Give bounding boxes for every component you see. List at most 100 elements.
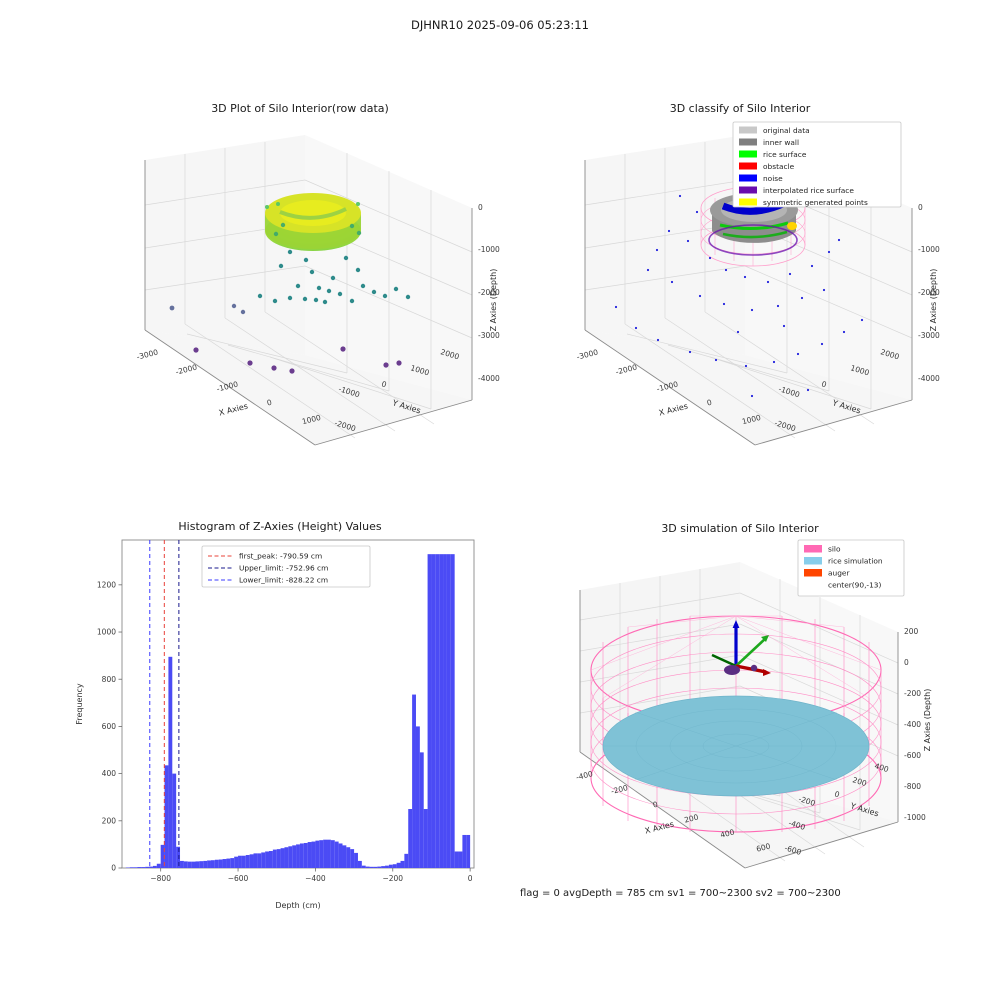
svg-text:-2000: -2000 [918,288,940,297]
svg-text:Lower_limit: -828.22 cm: Lower_limit: -828.22 cm [239,576,328,585]
histogram-bar [222,859,227,868]
svg-text:first_peak: -790.59 cm: first_peak: -790.59 cm [239,552,322,561]
histogram-bar [214,859,219,868]
legend-item[interactable]: original data [739,126,810,135]
histogram-bar [311,841,316,868]
histogram-bar [168,656,173,868]
histogram-bars [125,554,471,868]
histogram-bar [342,845,347,868]
hist-ylabel: Frequency [75,683,84,725]
histogram-bar [299,843,304,868]
histogram-bar [439,554,444,868]
raw-point-cloud [169,193,411,374]
histogram-bar [423,809,428,868]
sim-auger-triad [711,620,771,676]
histogram-bar [427,554,432,868]
svg-text:400: 400 [873,761,890,774]
sim-x-ticks: -400 -200 0 200 400 600 [575,769,772,854]
svg-text:-4000: -4000 [918,374,940,383]
svg-text:-1000: -1000 [904,813,926,822]
histogram-bar [152,865,157,868]
histogram-bar [435,554,440,868]
histogram-bar [431,554,436,868]
histogram-bar [323,839,328,868]
histogram-bar [296,844,300,868]
histogram-bar [350,849,355,868]
histogram-bar [466,834,471,868]
svg-text:silo: silo [828,544,841,553]
svg-text:-4000: -4000 [478,374,500,383]
histogram-bar [149,866,153,868]
sim-xlabel: X Axies [644,820,675,836]
histogram-bar [354,852,358,868]
legend-item[interactable]: interpolated rice surface [739,186,854,195]
legend-item[interactable]: Upper_limit: -752.96 cm [208,564,328,573]
histogram-bar [241,855,246,868]
histogram-bar [180,860,184,868]
svg-text:0: 0 [820,379,827,389]
histogram-bar [253,853,258,868]
histogram-bar [454,851,459,868]
sim-legend[interactable]: silo rice simulation auger center(90,-13… [797,539,905,597]
legend-item[interactable]: Lower_limit: -828.22 cm [208,576,328,585]
hist-xtick: −600 [228,874,249,883]
histogram-bar [462,834,467,868]
histogram-bar [288,846,293,868]
panel-sim-canvas[interactable]: -400 -200 0 200 400 600 X Axies 400 200 … [540,520,940,890]
panel-3d-simulation: 3D simulation of Silo Interior [540,520,940,890]
legend-item[interactable]: noise [739,174,783,183]
legend-item[interactable]: first_peak: -790.59 cm [208,552,322,561]
svg-text:0: 0 [478,203,483,212]
histogram-bar [249,854,254,868]
legend-item[interactable]: obstacle [739,162,795,171]
classify-noise-points [614,194,864,398]
svg-text:0: 0 [380,379,387,389]
hist-ytick: 800 [102,675,117,684]
legend-item[interactable]: auger [804,568,850,577]
histogram-bar [203,860,208,868]
svg-text:-800: -800 [904,782,921,791]
classify-legend[interactable]: original data inner wall rice surface ob… [732,121,902,208]
histogram-bar [284,847,289,868]
legend-item[interactable]: symmetric generated points [739,198,868,207]
hist-xtick: 0 [468,874,473,883]
svg-text:-2000: -2000 [175,363,199,377]
legend-item[interactable]: silo [804,544,841,553]
histogram-bar [307,842,312,868]
raw-xlabel: X Axies [218,402,249,418]
histogram-bar [191,861,196,868]
histogram-bar [172,773,177,868]
hist-xlabel: Depth (cm) [275,901,320,910]
hist-xtick: −200 [382,874,403,883]
svg-text:-200: -200 [610,783,629,796]
legend-item[interactable]: rice surface [739,150,807,159]
histogram-bar [303,842,308,868]
status-line: flag = 0 avgDepth = 785 cm sv1 = 700~230… [520,888,841,899]
histogram-bar [412,694,416,868]
histogram-bar [415,726,420,868]
panel-classify-canvas[interactable]: -3000 -2000 -1000 0 1000 X Axies 2000 10… [540,100,940,480]
svg-text:-3000: -3000 [576,348,600,362]
svg-text:200: 200 [904,627,919,636]
svg-text:0: 0 [918,203,923,212]
legend-item[interactable]: rice simulation [804,556,883,565]
panel-3d-raw: 3D Plot of Silo Interior(row data) [100,100,500,480]
histogram-legend[interactable]: first_peak: -790.59 cm Upper_limit: -752… [201,545,371,588]
histogram-bar [385,865,389,868]
panel-hist-canvas[interactable]: −800 −600 −400 −200 0 0 200 400 600 800 1000 1200 D… [60,520,500,920]
raw-z-ticks: 0 -1000 -2000 -3000 -4000 [478,203,500,383]
svg-text:noise: noise [763,174,783,183]
histogram-bar [160,844,165,868]
svg-text:rice surface: rice surface [763,150,807,159]
histogram-bar [392,864,397,868]
histogram-bar [137,867,142,868]
histogram-bar [346,847,351,868]
svg-text:rice simulation: rice simulation [828,556,883,565]
panel-classify-title: 3D classify of Silo Interior [669,102,811,115]
histogram-bar [334,841,339,868]
svg-text:-1000: -1000 [478,245,500,254]
legend-item[interactable]: inner wall [739,138,799,147]
svg-text:obstacle: obstacle [763,162,795,171]
histogram-bar [218,859,223,868]
panel-raw-canvas[interactable]: -3000 -2000 -1000 0 1000 X Axies 2000 10… [100,100,500,480]
